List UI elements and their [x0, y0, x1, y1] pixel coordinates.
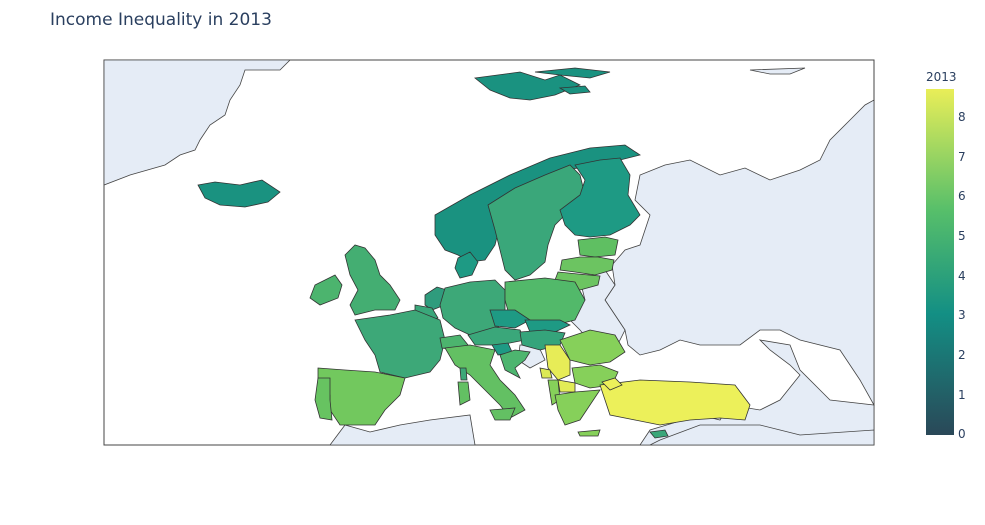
country-greece	[554, 389, 601, 426]
country-svalbard-east	[534, 67, 611, 79]
country-ireland	[309, 274, 343, 306]
colorbar-tick: 0	[958, 427, 966, 441]
colorbar-tick: 3	[958, 308, 966, 322]
country-cyprus	[649, 429, 669, 439]
land-background	[103, 59, 875, 446]
country-serbia	[544, 344, 571, 381]
country-estonia	[577, 236, 619, 258]
country-romania	[559, 329, 626, 366]
colorbar-tick: 6	[958, 189, 966, 203]
country-italy-sicily	[489, 407, 516, 421]
country-svalbard-small	[558, 85, 591, 95]
country-czech	[489, 309, 531, 329]
country-italy	[444, 344, 526, 419]
country-portugal	[314, 377, 333, 421]
country-denmark	[454, 251, 479, 279]
country-montenegro	[539, 367, 553, 379]
country-sweden	[487, 164, 586, 281]
chart-title: Income Inequality in 2013	[50, 10, 272, 30]
colorbar-title: 2013	[926, 70, 957, 84]
countries[interactable]	[197, 67, 751, 439]
colorbar-tick: 7	[958, 150, 966, 164]
country-greece-crete	[577, 429, 601, 437]
country-turkey	[599, 379, 751, 426]
colorbar	[926, 89, 954, 435]
country-turkey-thrace	[601, 377, 623, 391]
colorbar-tick: 5	[958, 229, 966, 243]
colorbar-tick: 2	[958, 348, 966, 362]
country-italy-sardinia	[457, 381, 471, 406]
colorbar-tick: 1	[958, 388, 966, 402]
country-finland	[559, 157, 641, 238]
country-corsica	[459, 367, 468, 381]
country-latvia	[559, 256, 615, 276]
country-iceland	[197, 179, 281, 208]
country-slovakia	[524, 319, 571, 333]
colorbar-tick: 8	[958, 110, 966, 124]
country-france	[354, 309, 446, 379]
country-uk	[344, 244, 401, 316]
country-croatia	[499, 349, 531, 379]
colorbar-tick: 4	[958, 269, 966, 283]
